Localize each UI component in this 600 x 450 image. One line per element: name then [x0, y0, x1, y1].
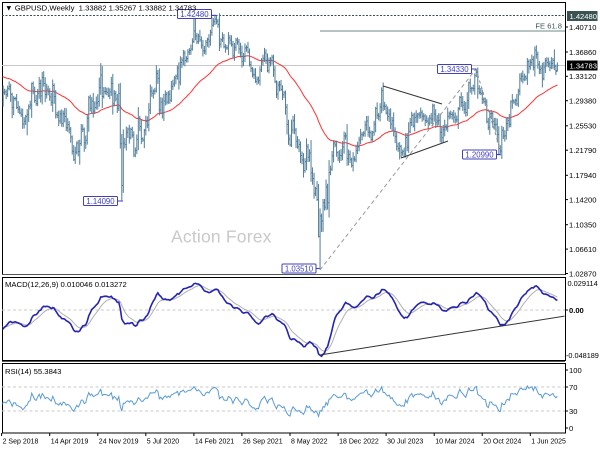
svg-text:14 Apr 2019: 14 Apr 2019	[51, 439, 89, 446]
svg-text:18 Dec 2022: 18 Dec 2022	[339, 439, 379, 446]
svg-text:Action Forex: Action Forex	[171, 227, 272, 247]
svg-text:1.34330: 1.34330	[440, 65, 469, 74]
svg-text:1.42480: 1.42480	[570, 12, 597, 21]
svg-text:1.25530: 1.25530	[569, 122, 596, 131]
svg-text:1.33120: 1.33120	[569, 72, 596, 81]
svg-text:30: 30	[569, 407, 577, 416]
svg-text:20 Oct 2024: 20 Oct 2024	[483, 439, 521, 446]
svg-text:1.02870: 1.02870	[569, 269, 596, 278]
svg-text:8 May 2022: 8 May 2022	[291, 439, 328, 446]
svg-text:1.14090: 1.14090	[86, 197, 115, 206]
svg-text:1.42480: 1.42480	[180, 10, 209, 19]
svg-text:0.029114: 0.029114	[568, 279, 598, 288]
svg-text:▼ GBPUSD,Weekly 1.33882 1.352: ▼ GBPUSD,Weekly 1.33882 1.35267 1.33882 …	[5, 3, 196, 12]
svg-text:70: 70	[569, 383, 577, 392]
svg-text:26 Sep 2021: 26 Sep 2021	[243, 439, 283, 446]
svg-text:10 Mar 2024: 10 Mar 2024	[435, 439, 474, 446]
svg-text:24 Nov 2019: 24 Nov 2019	[99, 439, 139, 446]
svg-text:1.20990: 1.20990	[465, 151, 494, 160]
svg-text:1 Jun 2025: 1 Jun 2025	[531, 439, 566, 446]
svg-text:30 Jul 2023: 30 Jul 2023	[387, 439, 423, 446]
svg-text:-0.048189: -0.048189	[566, 351, 599, 360]
svg-text:2 Sep 2018: 2 Sep 2018	[3, 439, 39, 446]
svg-text:1.10350: 1.10350	[569, 221, 596, 230]
svg-text:FE 61.8: FE 61.8	[535, 22, 562, 31]
svg-text:0.00: 0.00	[569, 306, 584, 315]
svg-text:5 Jul 2020: 5 Jul 2020	[147, 439, 179, 446]
svg-text:MACD(12,26,9) 0.010046 0.01327: MACD(12,26,9) 0.010046 0.013272	[5, 280, 127, 289]
svg-text:1.21790: 1.21790	[569, 146, 596, 155]
svg-text:1.03510: 1.03510	[285, 265, 314, 274]
svg-text:1.29380: 1.29380	[569, 97, 596, 106]
svg-text:1.34783: 1.34783	[570, 61, 597, 70]
svg-text:0: 0	[569, 424, 573, 433]
svg-text:1.14200: 1.14200	[569, 195, 596, 204]
svg-text:100: 100	[569, 366, 582, 375]
svg-text:1.17940: 1.17940	[569, 171, 596, 180]
svg-text:RSI(14) 55.3843: RSI(14) 55.3843	[5, 367, 61, 376]
svg-text:1.40710: 1.40710	[569, 23, 596, 32]
svg-text:14 Feb 2021: 14 Feb 2021	[195, 439, 234, 446]
svg-text:1.06610: 1.06610	[569, 245, 596, 254]
svg-text:1.36860: 1.36860	[569, 48, 596, 57]
